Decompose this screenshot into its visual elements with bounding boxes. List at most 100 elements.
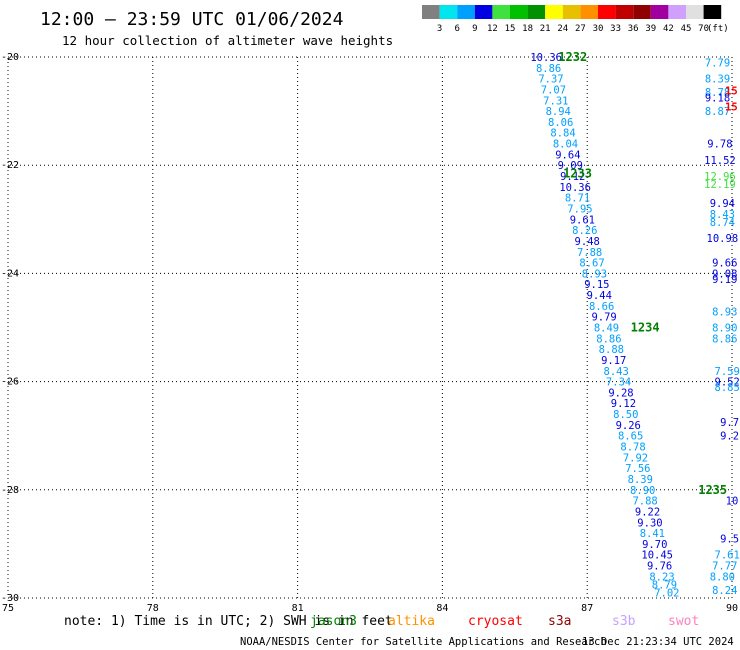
y-tick-label: -30: [1, 593, 19, 604]
wave-height-label: 8.50: [613, 409, 638, 421]
wave-height-label: 8.71: [565, 193, 590, 205]
y-tick-label: -24: [1, 268, 19, 279]
wave-height-label: 8.85: [715, 382, 740, 394]
pass-number-label: 1233: [563, 166, 592, 180]
wave-height-label: 9.12: [560, 171, 585, 183]
wave-height-label: 8.67: [579, 258, 604, 270]
footer-note: note: 1) Time is in UTC; 2) SWH is in fe…: [64, 614, 393, 629]
wave-height-label: 11.52: [704, 155, 736, 167]
wave-height-label: 7.92: [623, 452, 648, 464]
x-tick-label: 81: [292, 603, 304, 614]
footer: note: 1) Time is in UTC; 2) SWH is in fe…: [64, 614, 734, 648]
wave-height-label: 8.74: [710, 217, 735, 229]
chart-subtitle: 12 hour collection of altimeter wave hei…: [62, 33, 393, 48]
wave-height-label: 7.56: [625, 463, 650, 475]
wave-height-label: 9.7: [720, 417, 739, 429]
wave-height-label: 10: [726, 496, 739, 508]
wave-height-label: 8.65: [618, 431, 643, 443]
wave-height-label: 9.30: [637, 517, 662, 529]
wave-height-label: 8.94: [546, 106, 571, 118]
wave-height-label: 8.86: [712, 333, 737, 345]
wave-height-label: 9.26: [616, 420, 641, 432]
wave-height-label: 7.61: [715, 550, 740, 562]
colorbar-label: 30: [593, 24, 604, 34]
colorbar-swatch: [598, 5, 616, 19]
wave-height-label: 8.84: [550, 128, 575, 140]
wave-height-label: 8.24: [712, 585, 737, 597]
wave-height-label: 9.76: [647, 561, 672, 573]
wave-height-label: 8.66: [589, 301, 614, 313]
colorbar-swatch: [527, 5, 546, 19]
colorbar-swatch: [439, 5, 458, 19]
footer-timestamp: 13 Dec 21:23:34 UTC 2024: [582, 636, 734, 648]
y-tick-label: -22: [1, 160, 19, 171]
satellite-legend-item: altika: [388, 614, 435, 629]
wave-height-label: 9.78: [707, 139, 732, 151]
wave-height-label: 9.64: [555, 149, 580, 161]
wave-height-label: 9.15: [584, 279, 609, 291]
wave-height-label: 9.12: [611, 398, 636, 410]
colorbar-swatch: [492, 5, 510, 19]
pass-number-label: 1234: [631, 321, 660, 335]
colorbar-swatch: [686, 5, 704, 19]
x-tick-label: 87: [581, 603, 593, 614]
satellite-legend-item: s3a: [548, 614, 571, 629]
wave-height-label: 7.88: [632, 496, 657, 508]
wave-height-label: 9.17: [601, 355, 626, 367]
wave-height-label: 7.34: [606, 377, 631, 389]
satellite-legend-item: jason3: [310, 614, 357, 629]
wave-height-label: 7.95: [567, 203, 592, 215]
colorbar-swatch: [545, 5, 563, 19]
colorbar-label: 6: [454, 24, 459, 34]
wave-height-label: 8.39: [705, 74, 730, 86]
wave-height-label: 9.19: [712, 274, 737, 286]
wave-height-label: 9.94: [710, 198, 735, 210]
colorbar-label: 33: [610, 24, 621, 34]
plot-area: 75 78 81 84 87 90-20-22-24-26-28-3010.368.867…: [1, 50, 740, 614]
colorbar-label: 12: [487, 24, 498, 34]
colorbar-label: 70: [698, 24, 709, 34]
wave-height-label: 9.08: [712, 268, 737, 280]
wave-height-label: 8.43: [710, 209, 735, 221]
colorbar-swatch: [457, 5, 475, 19]
wave-height-label: 9.44: [587, 290, 612, 302]
wave-height-label: 12.19: [704, 179, 736, 191]
wave-height-label: 8.86: [536, 63, 561, 75]
wave-height-label: 9.48: [575, 236, 600, 248]
colorbar-label: 15: [505, 24, 516, 34]
colorbar-swatch: [422, 5, 440, 19]
wave-height-label: 9.22: [635, 506, 660, 518]
wave-height-label: 8.86: [596, 333, 621, 345]
colorbar-label: 27: [575, 24, 586, 34]
wave-height-label: 7.07: [541, 84, 566, 96]
wave-height-label: 10.36: [559, 182, 591, 194]
satellite-legend: jason3 altika cryosat s3a s3b swot: [310, 614, 699, 629]
colorbar-swatch: [650, 5, 669, 19]
colorbar-label: 21: [540, 24, 551, 34]
x-tick-label: 84: [436, 603, 448, 614]
satellite-legend-item: swot: [668, 614, 699, 629]
x-tick-label: 90: [726, 603, 738, 614]
wave-height-label: 9.5: [720, 533, 739, 545]
wave-height-label: 9.79: [591, 312, 616, 324]
wave-height-label: 10.45: [641, 550, 673, 562]
colorbar-swatch: [562, 5, 581, 19]
wave-height-label: 8.43: [604, 366, 629, 378]
colorbar-label: 45: [681, 24, 692, 34]
satellite-legend-item: cryosat: [468, 614, 523, 629]
x-tick-label: 78: [147, 603, 159, 614]
wave-height-label: 9.66: [712, 258, 737, 270]
wave-height-label: 9.52: [715, 377, 740, 389]
wave-height-label: 10.36: [530, 52, 562, 64]
colorbar-swatch: [668, 5, 686, 19]
wave-height-label: 7.02: [654, 588, 679, 600]
colorbar-swatch: [703, 5, 722, 19]
colorbar-legend: 3 6 9 12 15 18 21 24 27 30 33 36 39 42 45 70: [422, 5, 722, 34]
wave-height-label: 8.90: [712, 323, 737, 335]
colorbar-label: 18: [522, 24, 533, 34]
wave-height-label: 9.28: [608, 387, 633, 399]
colorbar-label: 36: [628, 24, 639, 34]
y-tick-label: -26: [1, 377, 19, 388]
wave-height-label: 8.41: [640, 528, 665, 540]
